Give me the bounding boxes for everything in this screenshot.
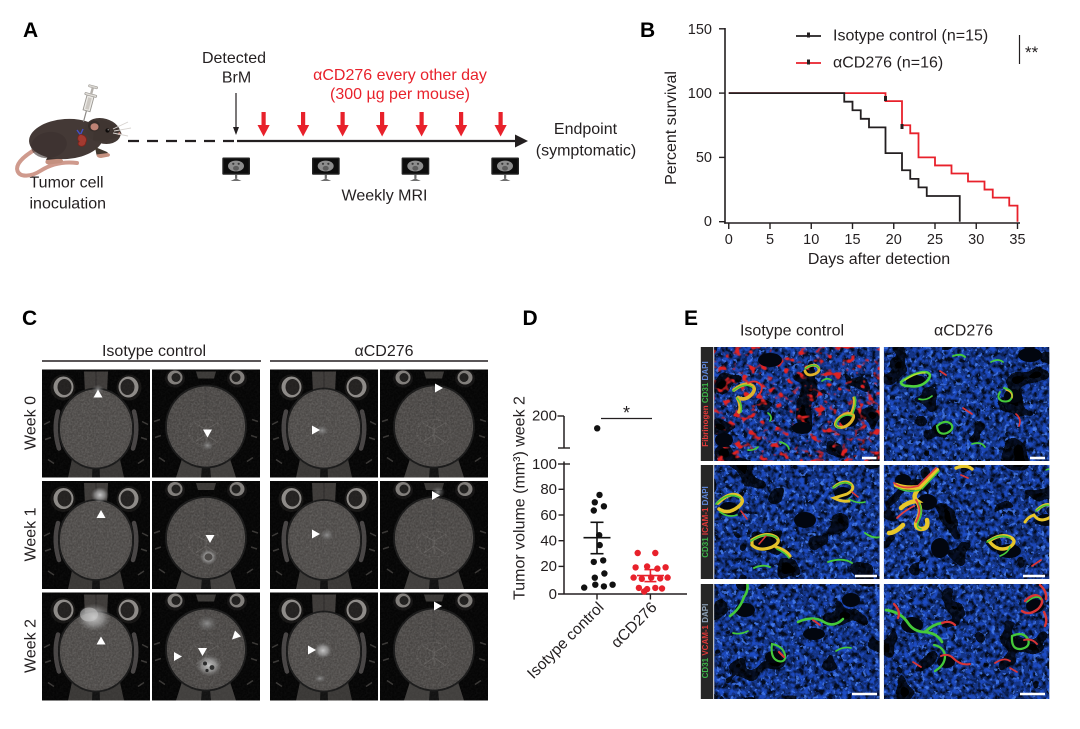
svg-text:Days after detection: Days after detection (808, 251, 950, 268)
svg-text:200: 200 (532, 408, 557, 425)
svg-text:Week 2: Week 2 (23, 619, 40, 673)
svg-text:Isotype control: Isotype control (524, 599, 607, 682)
svg-text:Detected: Detected (202, 50, 266, 67)
svg-text:BrM: BrM (222, 70, 251, 87)
svg-text:Tumor cell: Tumor cell (30, 175, 104, 192)
svg-text:10: 10 (803, 232, 819, 248)
svg-text:Endpoint: Endpoint (554, 121, 618, 138)
svg-text:25: 25 (927, 232, 943, 248)
svg-text:αCD276: αCD276 (354, 343, 413, 360)
svg-text:0: 0 (704, 214, 712, 230)
svg-text:Isotype control: Isotype control (102, 343, 206, 360)
svg-text:20: 20 (540, 558, 557, 575)
svg-text:60: 60 (540, 507, 557, 524)
svg-text:20: 20 (886, 232, 902, 248)
svg-text:Fibrinogen CD31 DAPI: Fibrinogen CD31 DAPI (701, 361, 710, 446)
svg-text:Isotype control: Isotype control (740, 323, 844, 340)
svg-text:Week 1: Week 1 (23, 507, 40, 561)
svg-text:(300 µg per mouse): (300 µg per mouse) (330, 86, 470, 103)
svg-text:80: 80 (540, 481, 557, 498)
svg-text:inoculation: inoculation (30, 196, 107, 213)
svg-text:0: 0 (549, 586, 557, 603)
svg-text:35: 35 (1009, 232, 1025, 248)
svg-text:15: 15 (844, 232, 860, 248)
svg-text:Tumor volume (mm³) week 2: Tumor volume (mm³) week 2 (512, 396, 529, 600)
svg-text:0: 0 (725, 232, 733, 248)
svg-text:30: 30 (968, 232, 984, 248)
svg-text:150: 150 (688, 22, 712, 38)
svg-text:Isotype control (n=15): Isotype control (n=15) (833, 28, 988, 45)
svg-text:100: 100 (532, 456, 557, 473)
svg-text:100: 100 (688, 86, 712, 102)
svg-text:40: 40 (540, 533, 557, 550)
svg-text:αCD276 every other day: αCD276 every other day (313, 67, 487, 84)
svg-text:(symptomatic): (symptomatic) (536, 143, 636, 160)
svg-text:αCD276: αCD276 (934, 323, 993, 340)
svg-text:Week 0: Week 0 (23, 396, 40, 450)
svg-text:CD31 ICAM-1 DAPI: CD31 ICAM-1 DAPI (701, 486, 710, 558)
svg-text:**: ** (1025, 43, 1039, 62)
svg-text:Weekly MRI: Weekly MRI (342, 188, 428, 205)
svg-text:*: * (623, 403, 630, 423)
svg-text:5: 5 (766, 232, 774, 248)
svg-text:αCD276 (n=16): αCD276 (n=16) (833, 55, 943, 72)
svg-text:50: 50 (696, 150, 712, 166)
svg-text:αCD276: αCD276 (608, 599, 660, 651)
svg-text:CD31 VCAM-1 DAPI: CD31 VCAM-1 DAPI (701, 604, 710, 679)
svg-text:Percent survival: Percent survival (663, 71, 680, 185)
